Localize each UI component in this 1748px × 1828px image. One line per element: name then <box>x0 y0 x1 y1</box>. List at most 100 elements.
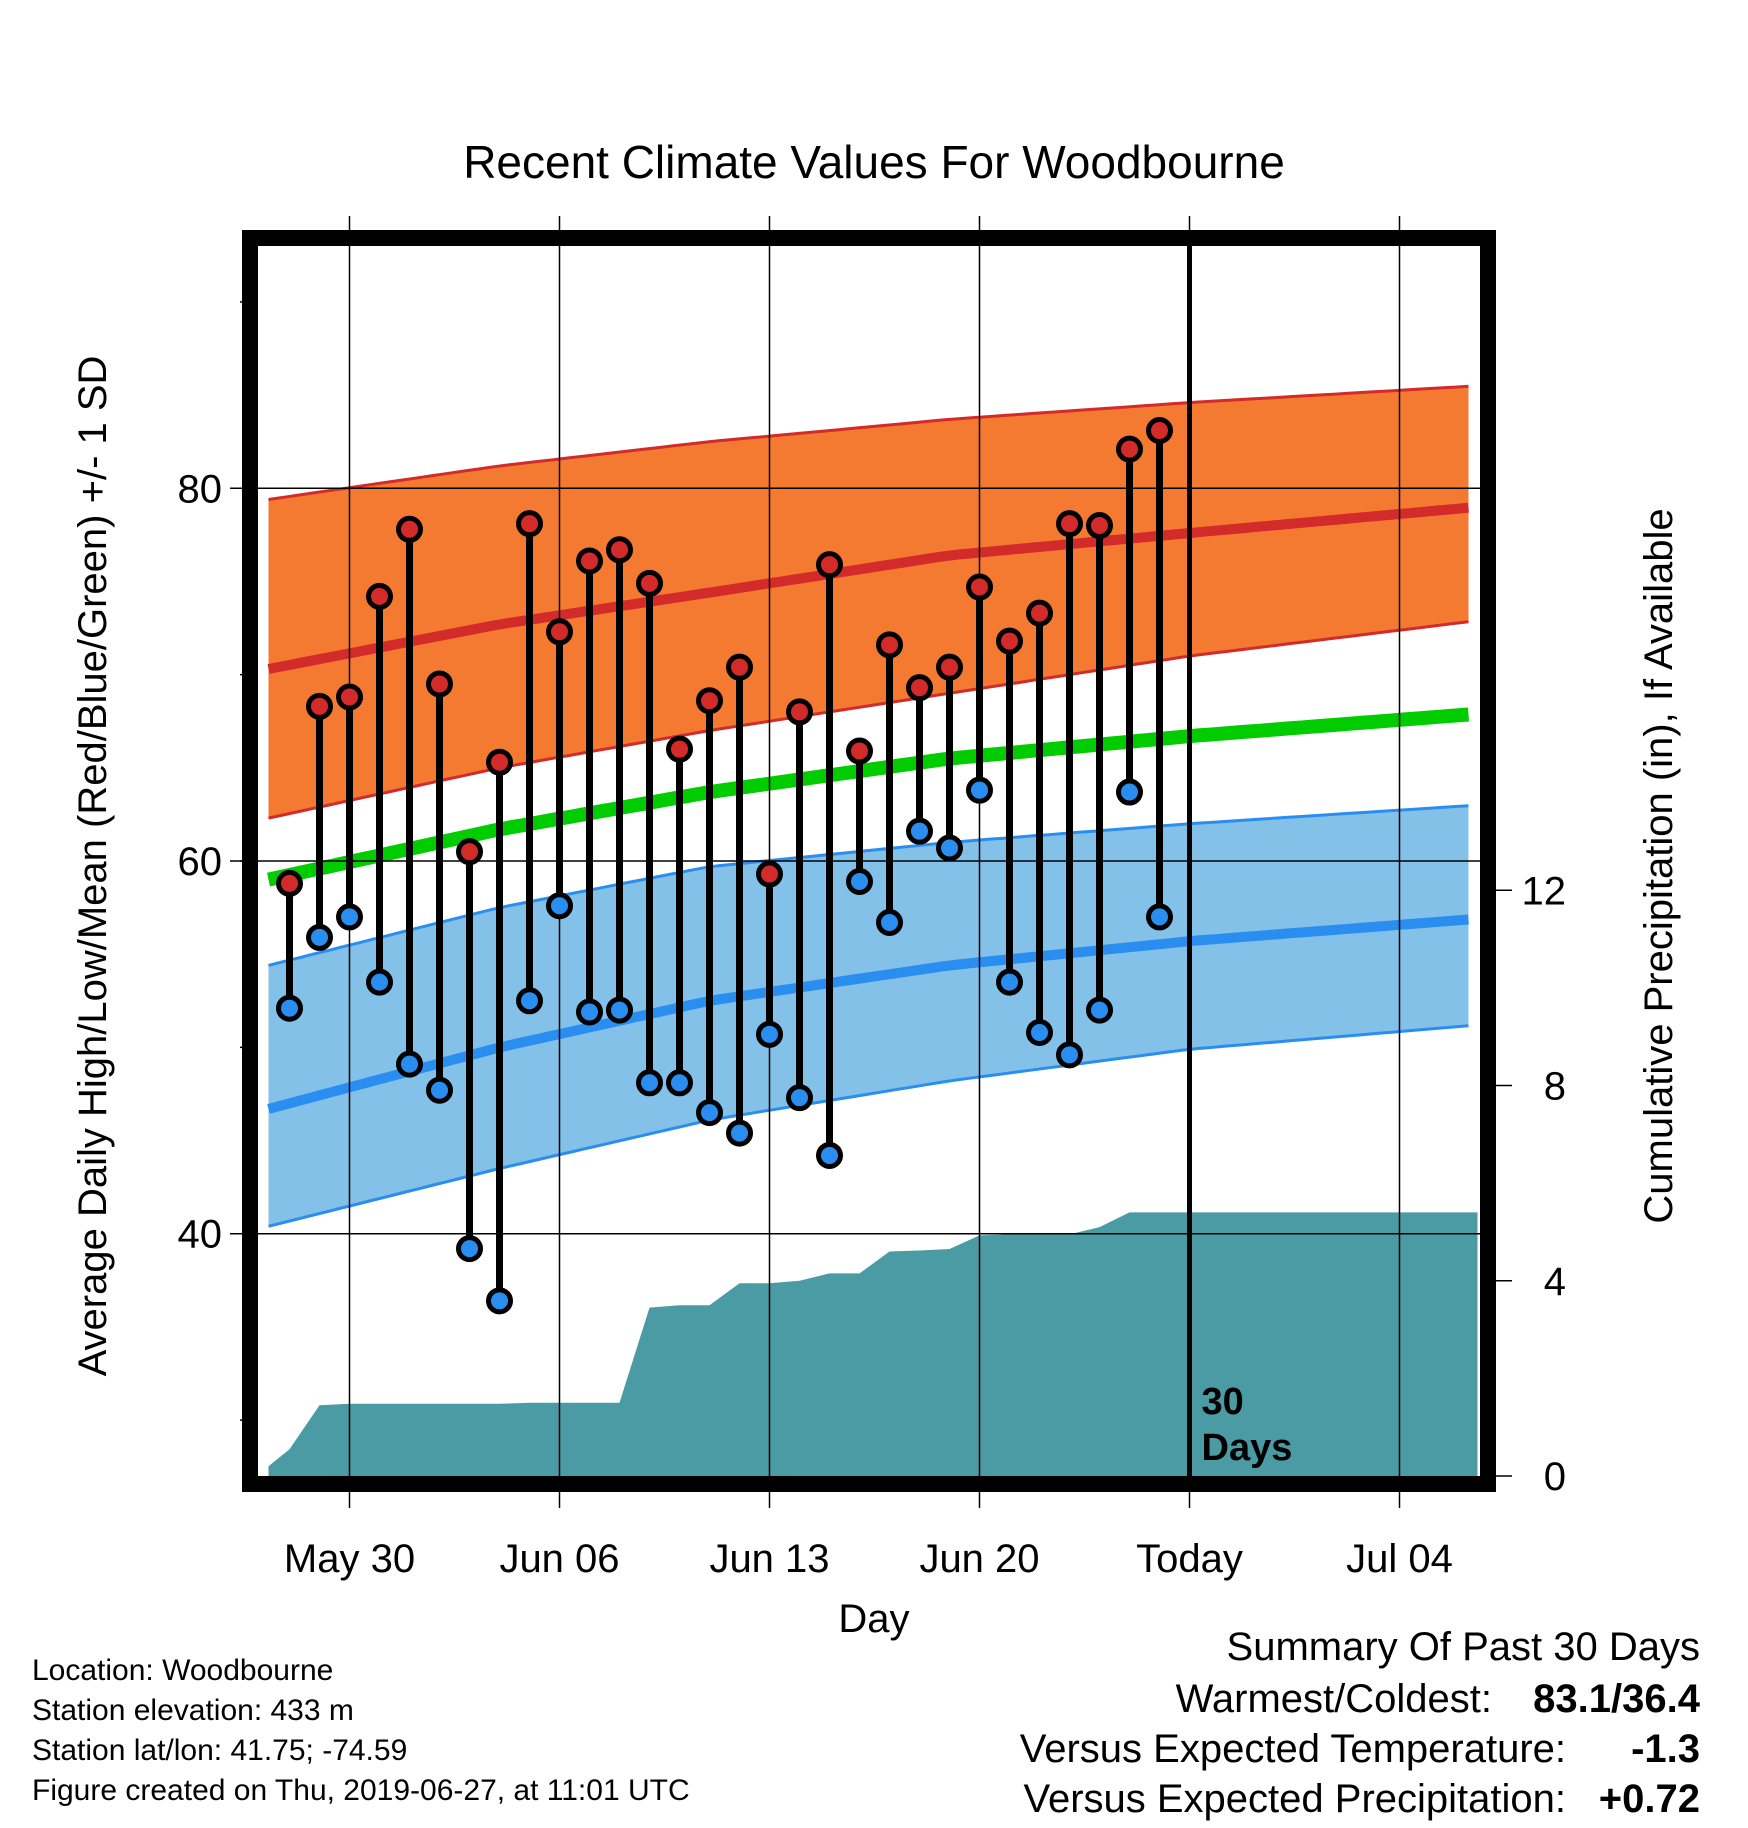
location-text: Location: Woodbourne <box>32 1654 333 1687</box>
high-normal-line <box>267 502 1469 674</box>
daily-high-point <box>1086 512 1113 540</box>
y-tick-label: 40 <box>178 1213 223 1257</box>
daily-low-point <box>966 776 993 804</box>
daily-low-point <box>906 817 933 845</box>
daily-low-point <box>846 868 873 895</box>
daily-low-point <box>1086 996 1113 1024</box>
daily-high-point <box>1026 599 1053 627</box>
x-tick-label: Jun 20 <box>919 1537 1039 1581</box>
x-axis-label: Day <box>838 1597 909 1641</box>
daily-low-point <box>276 994 303 1022</box>
daily-low-point <box>1026 1018 1053 1046</box>
elevation-text: Station elevation: 433 m <box>32 1694 354 1727</box>
summary-panel: Summary Of Past 30 Days Warmest/Coldest:… <box>1020 1625 1701 1821</box>
daily-low-point <box>396 1050 423 1078</box>
daily-high-point <box>396 515 423 543</box>
x-tick-label: Jul 04 <box>1346 1537 1453 1581</box>
daily-high-point <box>816 551 843 579</box>
daily-low-point <box>606 996 633 1024</box>
daily-high-point <box>336 683 363 711</box>
daily-low-point <box>486 1287 513 1315</box>
daily-high-point <box>906 674 933 702</box>
temp-label: Versus Expected Temperature: <box>1020 1727 1566 1771</box>
high-normal-band <box>268 386 1469 819</box>
y2-axis-label: Cumulative Precipitation (in), If Availa… <box>1637 508 1681 1223</box>
today-days-label: 30 <box>1202 1381 1244 1423</box>
daily-low-point <box>1056 1041 1083 1069</box>
daily-high-point <box>456 838 483 866</box>
daily-high-point <box>606 536 633 564</box>
daily-low-point <box>816 1141 843 1169</box>
daily-high-point <box>306 692 333 720</box>
daily-low-point <box>636 1069 663 1097</box>
daily-high-point <box>276 869 303 897</box>
low-normal-band <box>268 805 1469 1227</box>
y2-tick-label: 8 <box>1544 1065 1566 1109</box>
x-tick-label: May 30 <box>284 1537 415 1581</box>
daily-high-point <box>996 627 1023 655</box>
today-days-label: Days <box>1202 1427 1293 1469</box>
x-tick-label: Today <box>1136 1537 1243 1581</box>
precip-label: Versus Expected Precipitation: <box>1023 1777 1566 1821</box>
daily-low-point <box>1146 903 1173 931</box>
daily-high-point <box>636 569 663 597</box>
daily-low-point <box>456 1235 483 1263</box>
daily-low-point <box>576 998 603 1026</box>
daily-low-point <box>426 1076 453 1104</box>
daily-high-point <box>936 653 963 681</box>
daily-low-point <box>666 1069 693 1097</box>
y-tick-label: 60 <box>178 840 223 884</box>
daily-high-point <box>756 860 783 888</box>
daily-high-point <box>786 698 813 726</box>
daily-low-point <box>366 968 393 996</box>
plot-inner <box>267 384 1478 1476</box>
y2-tick-label: 0 <box>1544 1455 1566 1499</box>
daily-high-point <box>726 653 753 681</box>
temp-value: -1.3 <box>1631 1727 1700 1771</box>
daily-high-point <box>966 573 993 601</box>
daily-high-point <box>876 631 903 659</box>
daily-low-point <box>306 923 333 951</box>
daily-high-point <box>1116 435 1143 463</box>
daily-low-point <box>876 909 903 936</box>
daily-low-point <box>516 987 543 1015</box>
daily-high-point <box>486 748 513 776</box>
daily-low-point <box>726 1119 753 1147</box>
created-text: Figure created on Thu, 2019-06-27, at 11… <box>32 1774 690 1807</box>
latlon-text: Station lat/lon: 41.75; -74.59 <box>32 1734 407 1767</box>
y-tick-label: 80 <box>178 467 223 511</box>
daily-low-point <box>1116 778 1143 806</box>
y-axis-label: Average Daily High/Low/Mean (Red/Blue/Gr… <box>71 356 115 1377</box>
daily-high-point <box>696 687 723 715</box>
daily-low-point <box>936 834 963 862</box>
station-info: Location: Woodbourne Station elevation: … <box>32 1654 690 1807</box>
daily-high-point <box>1146 417 1173 444</box>
summary-title: Summary Of Past 30 Days <box>1227 1625 1700 1669</box>
daily-low-point <box>756 1020 783 1048</box>
daily-high-point <box>546 618 573 646</box>
daily-low-point <box>786 1084 813 1112</box>
daily-low-point <box>996 968 1023 996</box>
daily-high-point <box>366 582 393 610</box>
daily-high-point <box>576 547 603 575</box>
warmest-value: 83.1/36.4 <box>1533 1677 1701 1721</box>
precipitation-area <box>268 1212 1478 1476</box>
y2-tick-label: 12 <box>1522 869 1567 913</box>
daily-high-point <box>426 670 453 698</box>
chart-title: Recent Climate Values For Woodbourne <box>463 136 1285 188</box>
y2-tick-label: 4 <box>1544 1260 1566 1304</box>
daily-low-point <box>696 1099 723 1127</box>
x-tick-label: Jun 13 <box>709 1537 829 1581</box>
precip-value: +0.72 <box>1599 1777 1700 1821</box>
high-band-upper-edge <box>268 384 1469 501</box>
warmest-label: Warmest/Coldest: <box>1176 1677 1492 1721</box>
mean-normal-line <box>267 707 1470 887</box>
daily-high-point <box>846 737 873 765</box>
daily-low-point <box>546 892 573 920</box>
daily-high-point <box>1056 510 1083 538</box>
daily-low-point <box>336 903 363 931</box>
x-tick-label: Jun 06 <box>499 1537 619 1581</box>
daily-high-point <box>666 735 693 763</box>
